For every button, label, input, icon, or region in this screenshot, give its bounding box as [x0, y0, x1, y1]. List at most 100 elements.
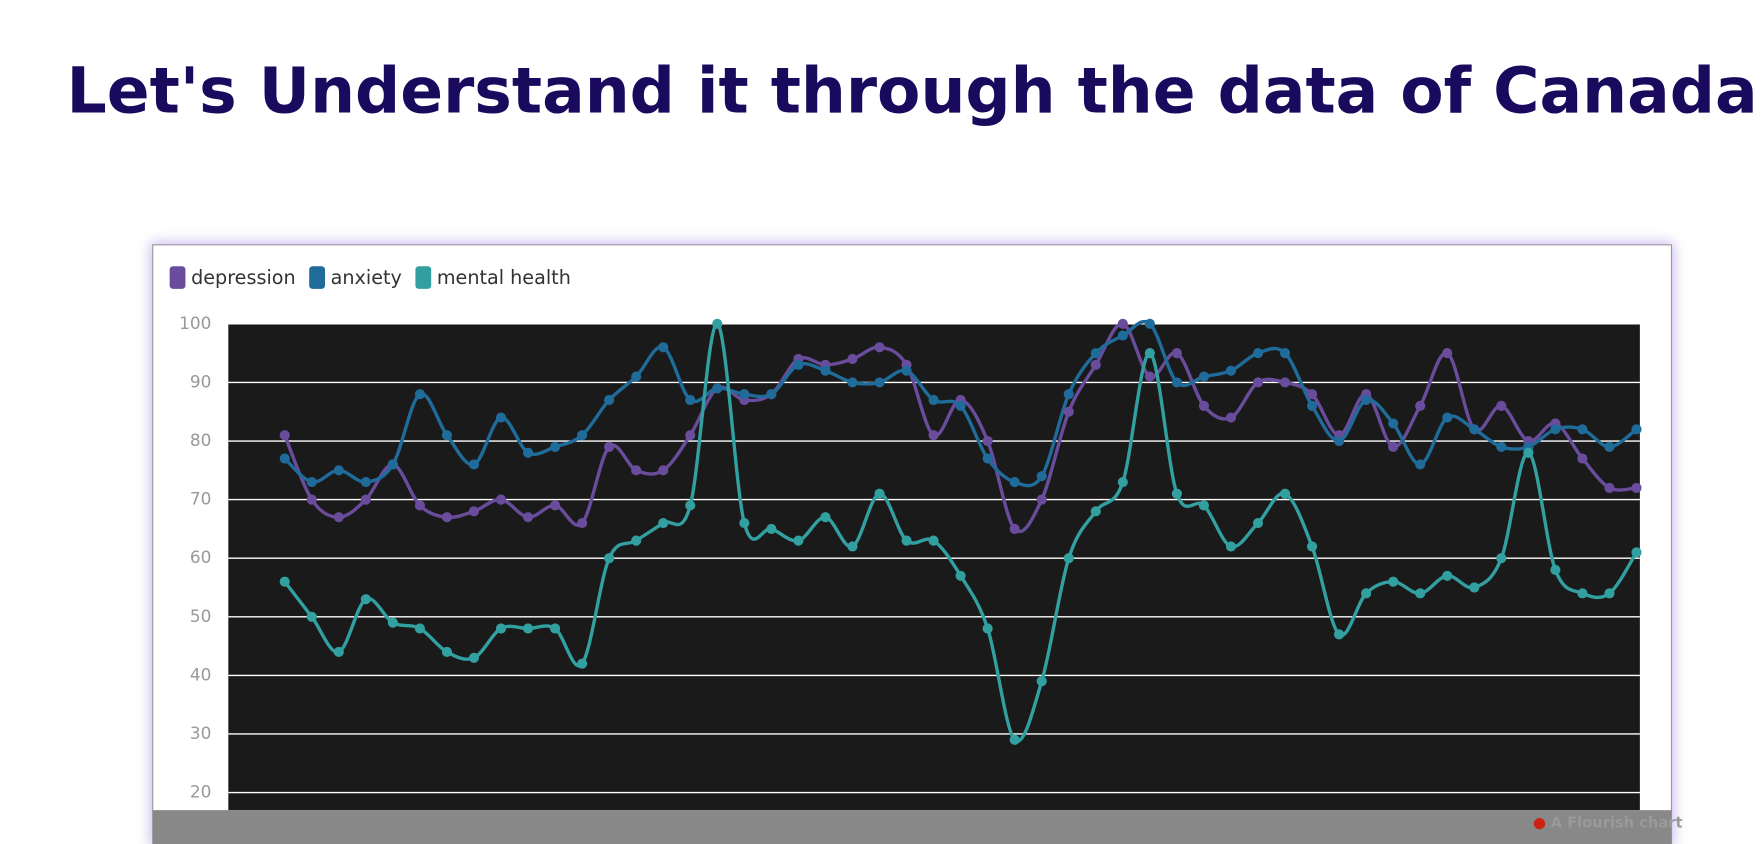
data-point	[360, 594, 371, 605]
data-point	[414, 623, 425, 634]
data-point	[955, 570, 966, 581]
legend-swatch	[309, 266, 325, 289]
data-point	[1090, 506, 1101, 517]
legend-label: anxiety	[331, 266, 402, 289]
data-point	[360, 476, 371, 488]
data-point	[1090, 359, 1101, 370]
data-point	[1577, 424, 1588, 435]
data-point	[631, 465, 642, 476]
data-point	[414, 389, 425, 400]
data-point	[333, 646, 344, 658]
data-point	[1252, 517, 1264, 529]
data-point	[604, 441, 615, 452]
data-point	[1225, 541, 1237, 552]
data-point	[441, 430, 453, 441]
data-point	[577, 430, 588, 441]
data-point	[360, 494, 371, 505]
data-point	[495, 623, 507, 634]
data-point	[901, 535, 912, 546]
data-point	[766, 389, 777, 400]
data-point	[1496, 441, 1507, 452]
data-point	[1036, 676, 1047, 687]
y-tick-label: 50	[190, 606, 212, 626]
data-point	[387, 617, 398, 628]
data-point	[1252, 348, 1264, 359]
data-point	[1252, 377, 1264, 388]
y-tick-label: 40	[190, 664, 212, 684]
data-point	[387, 459, 398, 470]
data-point	[1577, 453, 1588, 464]
data-point	[1442, 412, 1453, 423]
data-point	[1334, 435, 1345, 447]
data-point	[1415, 400, 1426, 411]
data-point	[441, 512, 453, 523]
data-point	[1036, 494, 1047, 505]
data-point	[1063, 553, 1074, 564]
data-point	[1279, 348, 1291, 359]
data-point	[306, 494, 317, 505]
data-point	[982, 453, 993, 464]
series-line	[283, 322, 1637, 533]
data-point	[1361, 394, 1372, 406]
data-point	[1225, 412, 1237, 423]
data-point	[441, 646, 453, 658]
data-point	[1063, 406, 1074, 417]
data-point	[1631, 424, 1642, 435]
data-point	[1144, 348, 1155, 359]
data-point	[522, 447, 534, 458]
data-point	[604, 553, 615, 564]
data-point	[847, 541, 858, 552]
data-point	[468, 506, 480, 517]
y-tick-label: 100	[179, 313, 211, 333]
data-point	[1144, 318, 1155, 329]
data-point	[928, 394, 939, 406]
legend-swatch	[169, 266, 186, 289]
data-point	[495, 412, 507, 423]
data-point	[874, 377, 885, 388]
data-point	[1442, 570, 1453, 581]
data-point	[1469, 424, 1480, 435]
data-point	[1361, 588, 1372, 599]
data-point	[820, 512, 831, 523]
data-point	[847, 353, 858, 365]
data-point	[1442, 348, 1453, 359]
data-point	[1225, 365, 1237, 376]
data-point	[550, 500, 561, 511]
data-point	[1117, 476, 1128, 488]
data-point	[577, 517, 588, 529]
data-point	[1306, 400, 1318, 411]
data-point	[658, 517, 669, 529]
data-point	[982, 435, 993, 447]
data-point	[1171, 377, 1182, 388]
data-point	[1009, 734, 1020, 745]
plot: 20 30 40 50 60 70 80 90 100 depression anxiety ment…	[169, 266, 1642, 811]
data-point	[333, 465, 344, 476]
data-point	[1523, 447, 1534, 458]
data-point	[468, 459, 480, 470]
data-point	[766, 523, 777, 534]
data-point	[279, 453, 290, 464]
data-point	[279, 430, 290, 441]
data-point	[1415, 588, 1426, 599]
data-point	[1550, 424, 1561, 435]
data-point	[1117, 330, 1128, 341]
data-point	[1171, 348, 1182, 359]
data-point	[1306, 541, 1318, 552]
data-point	[685, 500, 696, 511]
data-point	[1631, 482, 1642, 493]
legend-label: mental health	[437, 266, 571, 289]
data-point	[468, 652, 480, 663]
data-point	[550, 623, 561, 634]
data-point	[712, 383, 723, 394]
data-point	[928, 430, 939, 441]
data-point	[739, 389, 750, 400]
data-point	[1009, 476, 1020, 488]
data-point	[1496, 400, 1507, 411]
data-point	[1496, 553, 1507, 564]
data-point	[847, 377, 858, 388]
data-point	[658, 465, 669, 476]
data-point	[793, 359, 804, 370]
y-tick-label: 80	[190, 430, 212, 450]
